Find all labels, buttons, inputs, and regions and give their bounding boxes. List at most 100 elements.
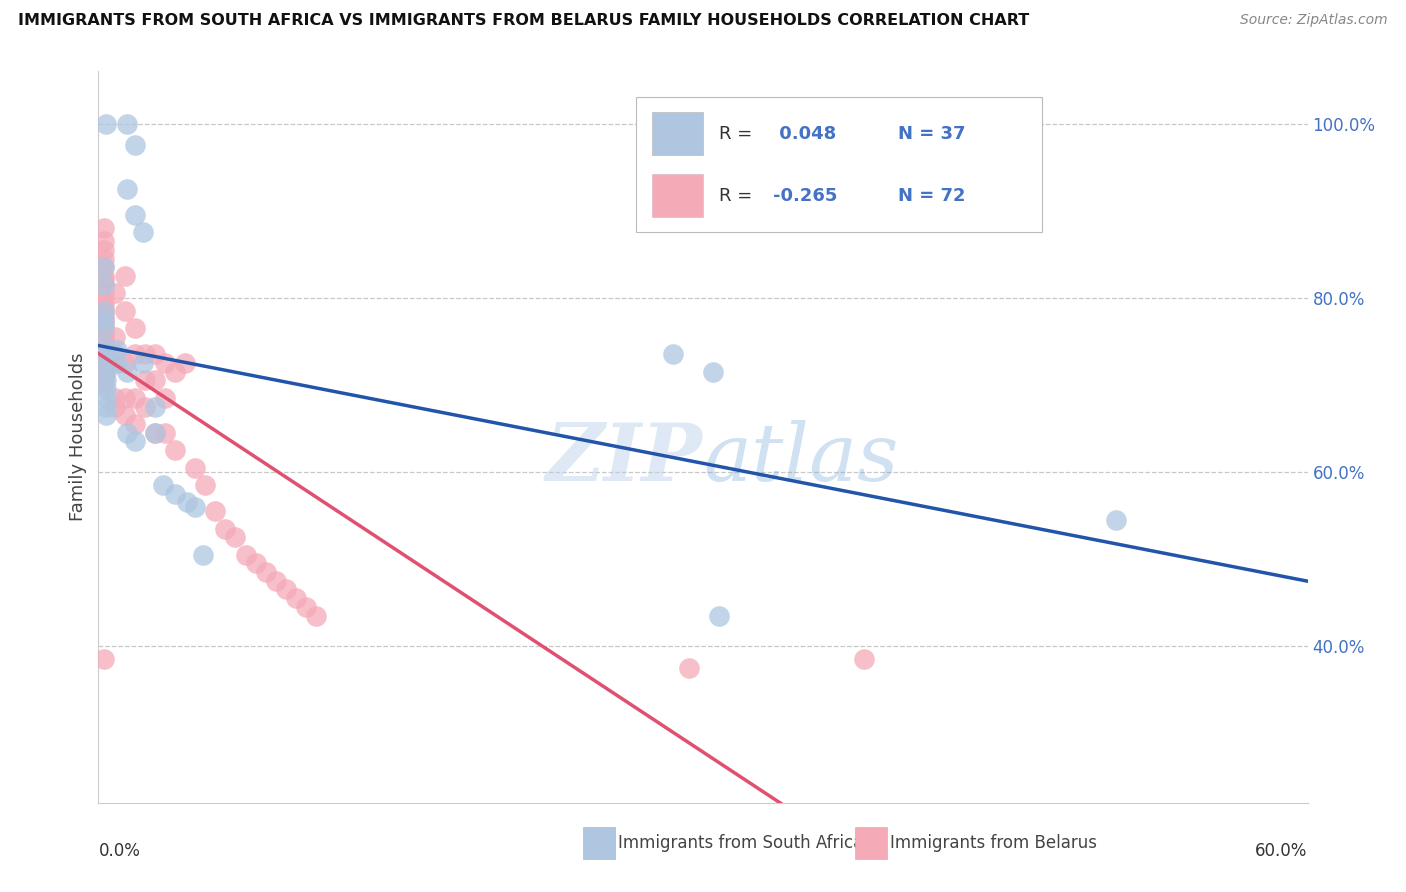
Point [143,425,166,440]
Point [103,356,125,370]
Point [93,360,115,375]
Point [96,374,118,388]
Point [163,365,186,379]
Text: N = 72: N = 72 [897,186,965,204]
FancyBboxPatch shape [855,827,887,859]
Point [96,117,118,131]
Point [152,478,174,492]
Point [93,652,115,666]
Point [93,303,115,318]
Point [93,277,115,292]
Point [93,321,115,335]
Point [235,548,257,562]
Point [184,500,207,514]
Point [93,317,115,331]
Text: Source: ZipAtlas.com: Source: ZipAtlas.com [1240,13,1388,28]
Point [96,365,118,379]
Text: Immigrants from Belarus: Immigrants from Belarus [890,834,1098,852]
Point [115,425,138,440]
Point [853,652,876,666]
Text: R =: R = [718,186,758,204]
Point [176,495,198,509]
Point [115,182,138,196]
Point [93,295,115,310]
Point [93,260,115,275]
Text: 60.0%: 60.0% [1256,842,1308,860]
Point [93,277,115,292]
Point [93,286,115,301]
Point [163,486,186,500]
Point [115,365,138,379]
Point [124,138,146,153]
Point [103,391,125,405]
Point [93,312,115,326]
Point [114,303,136,318]
Point [124,434,146,449]
Point [96,382,118,396]
Text: -0.265: -0.265 [773,186,838,204]
Point [254,565,277,579]
Point [184,460,207,475]
Point [115,117,138,131]
Point [96,356,118,370]
Point [707,608,730,623]
FancyBboxPatch shape [652,112,703,155]
Point [114,409,136,423]
Point [93,334,115,349]
Point [204,504,226,518]
Point [124,391,146,405]
Text: R =: R = [718,125,758,143]
Point [264,574,287,588]
Point [105,343,128,357]
Text: IMMIGRANTS FROM SOUTH AFRICA VS IMMIGRANTS FROM BELARUS FAMILY HOUSEHOLDS CORREL: IMMIGRANTS FROM SOUTH AFRICA VS IMMIGRAN… [18,13,1029,29]
Point [153,356,176,370]
Point [103,330,125,344]
Point [134,400,156,414]
Text: atlas: atlas [703,420,898,498]
Point [93,268,115,283]
Text: N = 37: N = 37 [897,125,965,143]
Point [1105,513,1128,527]
Point [93,351,115,366]
Point [132,226,155,240]
FancyBboxPatch shape [637,97,1042,232]
Point [93,312,115,326]
Point [143,374,166,388]
Point [193,548,215,562]
Point [96,391,118,405]
Point [134,347,156,361]
Point [93,365,115,379]
Point [93,347,115,361]
Point [93,221,115,235]
Point [93,369,115,384]
Point [678,661,700,675]
Point [93,356,115,370]
Point [153,425,176,440]
Point [124,417,146,431]
Point [214,521,236,535]
Point [93,273,115,287]
FancyBboxPatch shape [652,174,703,218]
Point [134,374,156,388]
Point [143,347,166,361]
Point [93,260,115,275]
Point [93,300,115,314]
Point [274,582,297,597]
Text: 0.0%: 0.0% [98,842,141,860]
Point [96,347,118,361]
Point [93,343,115,357]
Point [105,356,128,370]
Text: 0.048: 0.048 [773,125,837,143]
Point [143,425,166,440]
Point [96,409,118,423]
Point [174,356,197,370]
Text: Immigrants from South Africa: Immigrants from South Africa [619,834,863,852]
Point [124,347,146,361]
Point [114,356,136,370]
Text: ZIP: ZIP [546,420,703,498]
Point [96,400,118,414]
Point [114,391,136,405]
Point [93,234,115,248]
Point [93,330,115,344]
Point [702,365,724,379]
